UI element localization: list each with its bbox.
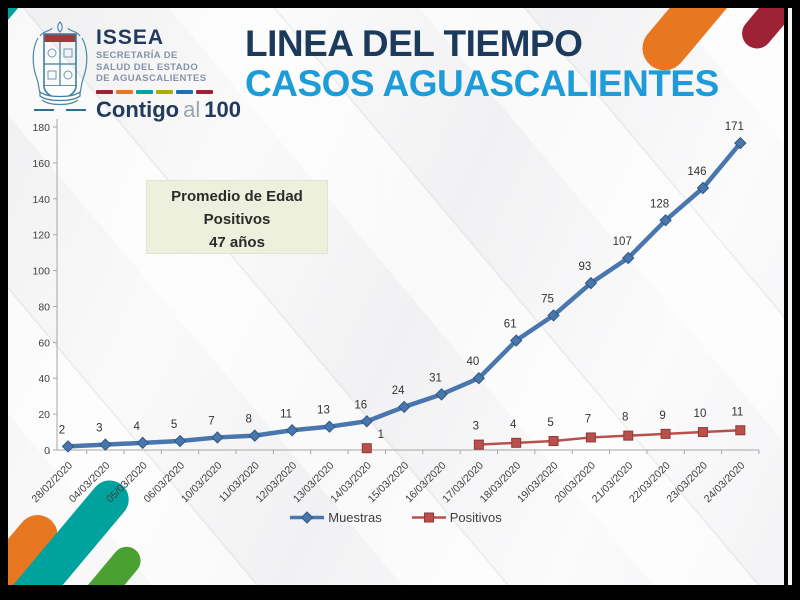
chart-canvas: 02040608010012014016018028/02/202004/03/… <box>29 119 760 505</box>
svg-text:9: 9 <box>659 410 665 422</box>
svg-text:40: 40 <box>38 373 50 385</box>
positivos-marker-icon <box>411 512 446 523</box>
average-age-line-1: Promedio de Edad <box>171 188 303 205</box>
svg-text:0: 0 <box>44 445 50 457</box>
page-title: LINEA DEL TIEMPO CASOS AGUASCALIENTES <box>245 24 719 104</box>
svg-text:31: 31 <box>429 372 442 384</box>
average-age-line-2: Positivos <box>203 211 271 228</box>
svg-text:107: 107 <box>613 236 632 248</box>
svg-text:2: 2 <box>59 424 65 436</box>
axis-labels: 02040608010012014016018028/02/202004/03/… <box>29 122 747 505</box>
title-line-1: LINEA DEL TIEMPO <box>245 23 583 64</box>
svg-text:8: 8 <box>622 412 628 424</box>
svg-text:20: 20 <box>38 409 50 421</box>
org-acronym: ISSEA <box>96 26 165 49</box>
org-line-2: SALUD DEL ESTADO <box>96 61 199 73</box>
org-line-3: DE AGUASCALIENTES <box>96 73 207 84</box>
svg-text:5: 5 <box>171 419 177 431</box>
brand-dashes <box>96 89 241 94</box>
svg-text:93: 93 <box>579 261 592 273</box>
svg-text:180: 180 <box>32 122 50 134</box>
title-line-2: CASOS AGUASCALIENTES <box>245 63 719 104</box>
svg-text:16: 16 <box>354 399 367 411</box>
svg-text:4: 4 <box>133 421 140 433</box>
svg-text:61: 61 <box>504 319 517 331</box>
svg-text:75: 75 <box>541 293 554 305</box>
brand-dash <box>176 89 193 94</box>
svg-text:100: 100 <box>32 266 50 278</box>
positivos-series: 1 3 4 5 7 8 9 10 11 <box>361 406 746 454</box>
svg-text:120: 120 <box>32 230 50 242</box>
brand-dash <box>116 89 133 94</box>
brand-dash <box>96 89 113 94</box>
svg-text:3: 3 <box>473 421 479 433</box>
legend-item-muestras: Muestras <box>290 510 382 525</box>
svg-text:140: 140 <box>32 194 50 206</box>
axis-ticks <box>48 126 760 454</box>
svg-text:7: 7 <box>208 415 214 427</box>
slogan-contigo: Contigo <box>96 96 180 122</box>
org-line-1: SECRETARÍA DE <box>96 50 178 61</box>
issea-logo <box>32 21 88 111</box>
slogan-100: 100 <box>204 96 241 122</box>
svg-text:11: 11 <box>731 406 743 418</box>
svg-text:5: 5 <box>547 417 553 429</box>
svg-text:80: 80 <box>38 301 50 313</box>
average-age-line-3: 47 años <box>209 234 265 251</box>
svg-text:13: 13 <box>317 405 330 417</box>
svg-text:11: 11 <box>280 408 292 420</box>
slide-edge-divider <box>788 8 792 585</box>
svg-text:1: 1 <box>378 429 384 441</box>
brand-dash <box>196 89 213 94</box>
svg-text:60: 60 <box>38 337 50 349</box>
svg-text:7: 7 <box>585 413 591 425</box>
slogan-al: al <box>183 96 201 122</box>
svg-text:146: 146 <box>687 166 706 178</box>
svg-text:8: 8 <box>246 414 252 426</box>
svg-text:128: 128 <box>650 198 669 210</box>
brand-dash <box>136 89 153 94</box>
svg-text:4: 4 <box>510 419 517 431</box>
axes <box>56 119 759 451</box>
muestras-marker-icon <box>290 511 325 524</box>
org-block: ISSEA SECRETARÍA DE SALUD DEL ESTADO DE … <box>96 26 241 123</box>
svg-text:10: 10 <box>694 408 707 420</box>
svg-text:160: 160 <box>32 158 50 170</box>
brand-dash <box>156 89 173 94</box>
legend-item-positivos: Positivos <box>411 510 502 525</box>
svg-text:40: 40 <box>466 356 479 368</box>
slide: ISSEA SECRETARÍA DE SALUD DEL ESTADO DE … <box>8 8 784 585</box>
chart-legend: Muestras Positivos <box>8 510 784 525</box>
average-age-box: Promedio de Edad Positivos 47 años <box>146 180 328 254</box>
svg-text:24: 24 <box>392 385 405 397</box>
slogan: Contigo al 100 <box>96 97 241 123</box>
svg-text:24/03/2020: 24/03/2020 <box>702 460 748 506</box>
svg-text:3: 3 <box>96 423 102 435</box>
svg-text:171: 171 <box>725 121 744 133</box>
legend-label-muestras: Muestras <box>328 510 382 525</box>
legend-label-positivos: Positivos <box>449 510 502 525</box>
